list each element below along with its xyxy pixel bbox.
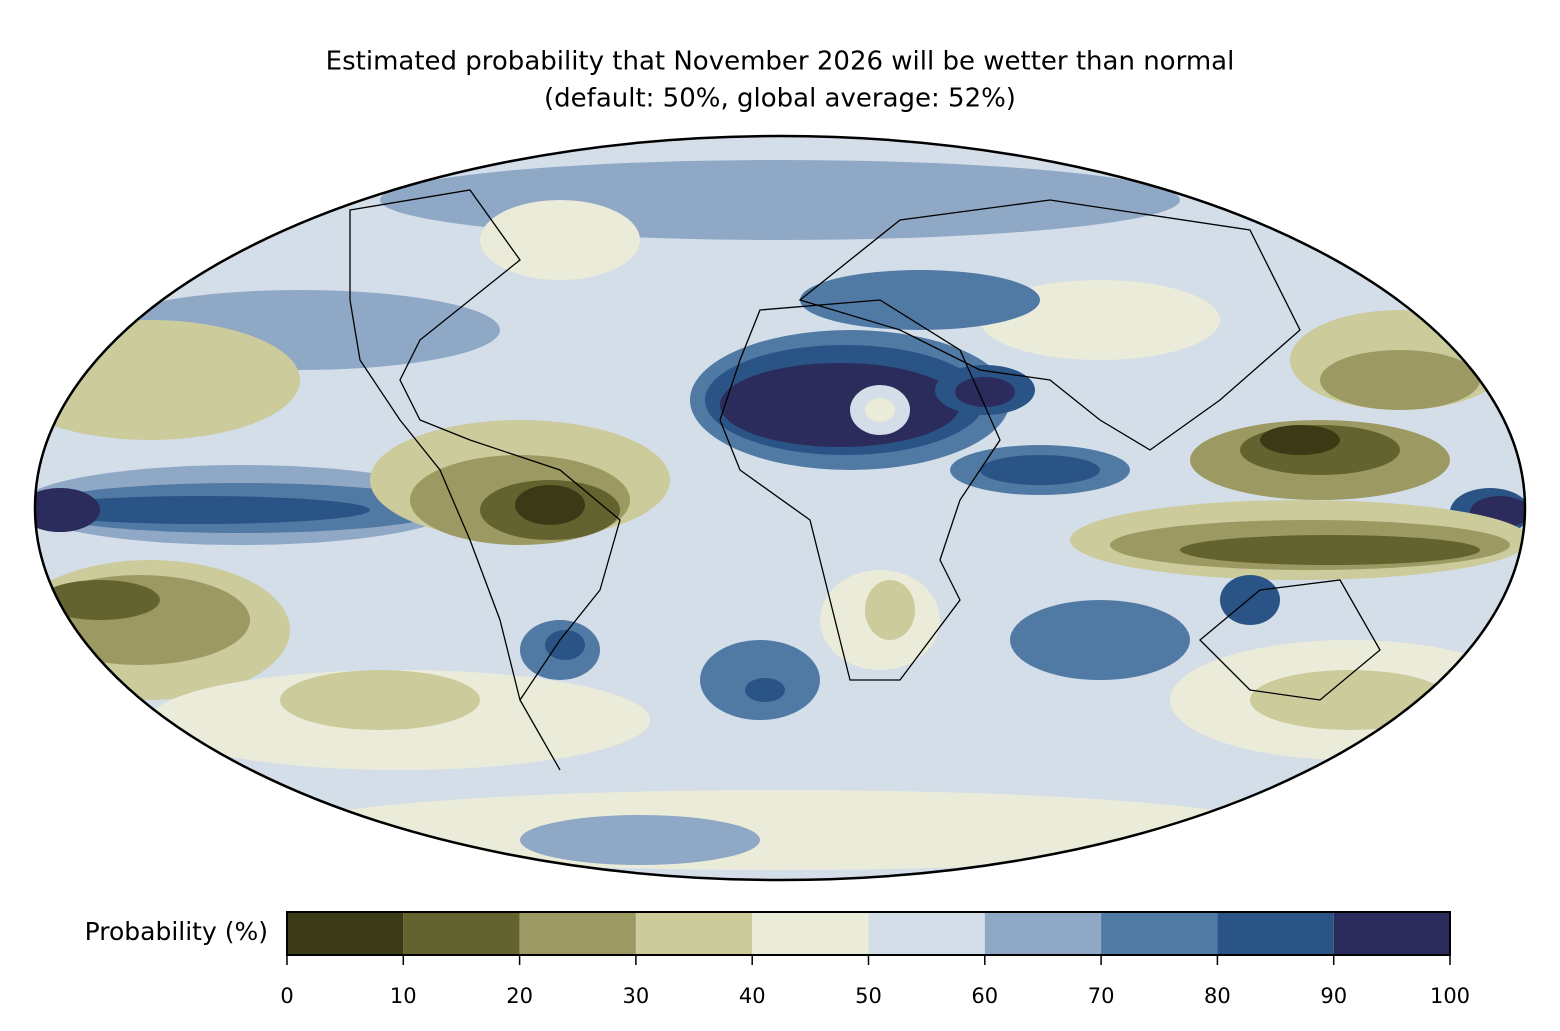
colorbar-segment [403, 912, 520, 955]
colorbar: 0 10 20 30 40 50 60 70 80 90 100 [280, 912, 1470, 1008]
map-region [1320, 350, 1480, 410]
map-region [1260, 425, 1340, 455]
tick-label: 70 [1088, 984, 1115, 1008]
colorbar-segment [519, 912, 636, 955]
tick-label: 60 [971, 984, 998, 1008]
map-region [280, 790, 1280, 870]
map-region [1180, 535, 1480, 565]
colorbar-segment [1217, 912, 1334, 955]
colorbar-segment [1333, 912, 1450, 955]
tick-label: 80 [1204, 984, 1231, 1008]
map-region [1220, 575, 1280, 625]
map-region [520, 815, 760, 865]
map-region [35, 320, 300, 440]
subtitle: (default: 50%, global average: 52%) [544, 84, 1016, 114]
map-region [720, 363, 960, 447]
map-region [800, 270, 1040, 330]
colorbar-segment [287, 912, 404, 955]
tick-label: 10 [390, 984, 417, 1008]
map-region [35, 488, 100, 532]
map-region [955, 377, 1015, 407]
tick-label: 90 [1320, 984, 1347, 1008]
coastlines [349, 189, 1381, 771]
tick-label: 40 [739, 984, 766, 1008]
map-region [35, 496, 370, 524]
map-region [865, 398, 895, 422]
map-region [865, 580, 915, 640]
colorbar-segment [1101, 912, 1218, 955]
map-region [745, 678, 785, 702]
map-region [280, 670, 480, 730]
colorbar-frame [286, 911, 1451, 956]
map-region [480, 200, 640, 280]
tick-label: 20 [506, 984, 533, 1008]
map-region [980, 455, 1100, 485]
colorbar-segment [635, 912, 753, 955]
colorbar-label: Probability (%) [85, 917, 268, 946]
colorbar-segment [752, 912, 869, 955]
colorbar-segment [868, 912, 985, 955]
tick-label: 100 [1430, 984, 1470, 1008]
map-border [33, 134, 1527, 882]
tick-label: 50 [855, 984, 882, 1008]
map-region [515, 485, 585, 525]
map-region [545, 630, 585, 660]
title: Estimated probability that November 2026… [326, 47, 1235, 77]
map [35, 136, 1525, 880]
tick-label: 30 [623, 984, 650, 1008]
colorbar-segment [984, 912, 1102, 955]
map-region [40, 580, 160, 620]
map-region [1010, 600, 1190, 680]
tick-label: 0 [280, 984, 293, 1008]
